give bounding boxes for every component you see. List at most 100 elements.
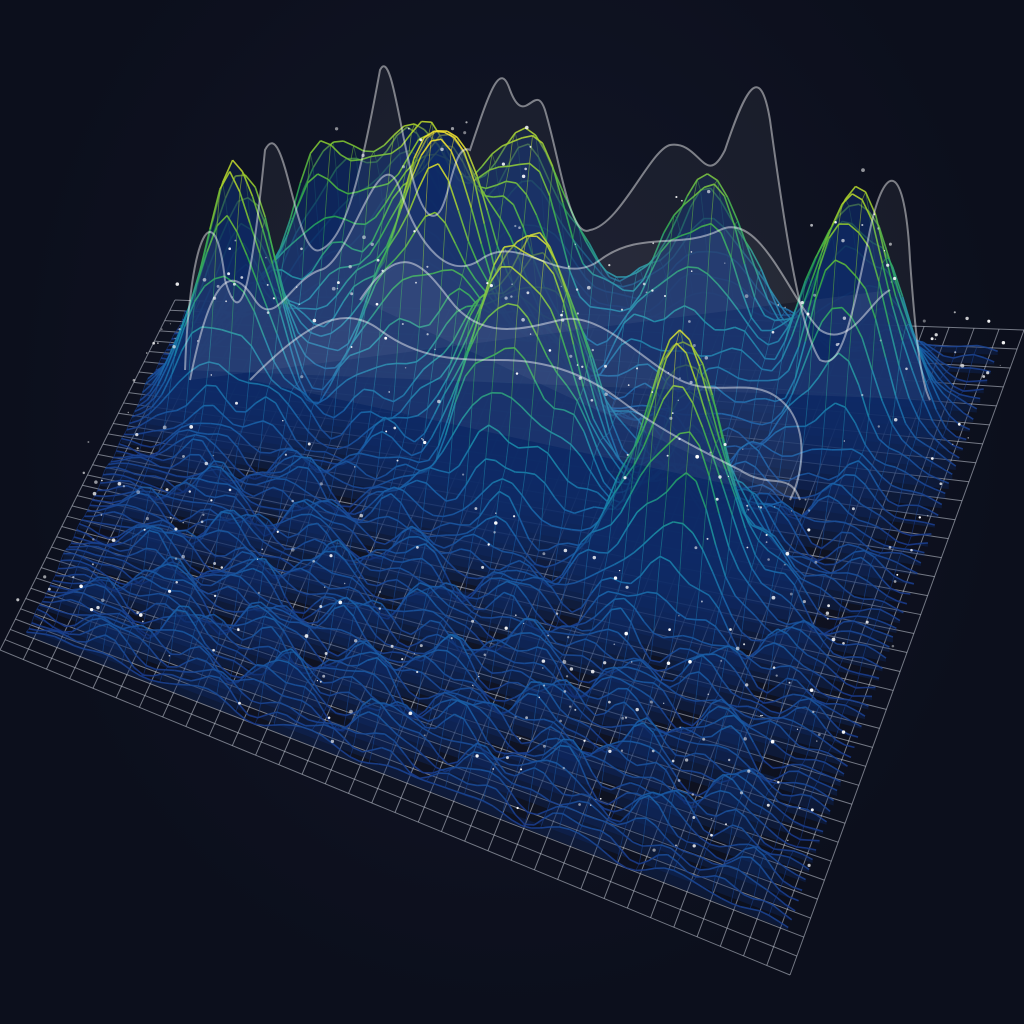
grid-line (650, 324, 875, 918)
mesh-segment (605, 291, 609, 306)
mesh-segment (638, 310, 650, 313)
mesh-segment (760, 268, 773, 294)
mesh-segment (503, 226, 515, 234)
mesh-segment (392, 560, 403, 563)
mesh-segment (408, 133, 412, 157)
mesh-segment (636, 265, 648, 274)
mesh-segment (676, 218, 681, 232)
mesh-segment (723, 195, 736, 226)
mesh-segment (333, 142, 337, 169)
mesh-segment (429, 174, 442, 195)
mesh-segment (396, 135, 401, 154)
mesh-segment (578, 227, 583, 251)
mesh-segment (419, 158, 424, 194)
mesh-segment (918, 348, 931, 366)
mesh-segment (249, 297, 253, 305)
mesh-segment (268, 476, 279, 479)
mesh-segment (831, 329, 843, 336)
mesh-segment (312, 150, 324, 169)
mesh-segment (397, 156, 410, 175)
mesh-segment (922, 350, 934, 363)
mesh-segment (771, 320, 776, 331)
mesh-segment (195, 308, 206, 311)
mesh-segment (404, 123, 415, 127)
mesh-segment (357, 187, 369, 193)
mesh-segment (427, 535, 438, 538)
mesh-segment (353, 144, 365, 152)
mesh-segment (858, 288, 863, 323)
mesh-segment (925, 365, 938, 383)
mesh-segment (308, 232, 320, 246)
mesh-segment (534, 224, 545, 230)
mesh-segment (315, 184, 327, 203)
mesh-segment (412, 557, 423, 561)
mesh-segment (625, 294, 637, 300)
mesh-segment (196, 319, 201, 327)
mesh-segment (177, 475, 188, 478)
mesh-segment (307, 173, 319, 184)
mesh-segment (537, 156, 550, 181)
mesh-segment (524, 224, 535, 227)
mesh-segment (959, 393, 971, 398)
mesh-segment (872, 307, 883, 312)
mesh-segment (458, 283, 470, 292)
mesh-segment (804, 329, 816, 335)
mesh-segment (652, 232, 665, 258)
mesh-segment (366, 161, 377, 164)
mesh-segment (739, 285, 752, 297)
mesh-segment (784, 311, 796, 324)
mesh-segment (633, 272, 637, 292)
mesh-segment (481, 616, 492, 619)
mesh-segment (911, 533, 922, 537)
mesh-segment (483, 243, 495, 255)
mesh-segment (885, 329, 890, 346)
mesh-segment (557, 264, 569, 273)
mesh-segment (293, 292, 305, 299)
mesh-segment (428, 122, 432, 135)
mesh-segment (834, 245, 847, 257)
mesh-segment (561, 223, 573, 239)
mesh-segment (612, 282, 624, 291)
mesh-segment (848, 349, 859, 353)
mesh-segment (686, 617, 697, 621)
mesh-segment (520, 289, 531, 293)
mesh-segment (330, 144, 342, 156)
mesh-segment (276, 234, 289, 257)
mesh-segment (562, 202, 574, 240)
mesh-segment (977, 379, 988, 382)
mesh-segment (351, 232, 363, 245)
mesh-segment (861, 310, 874, 323)
mesh-segment (324, 277, 335, 281)
mesh-segment (360, 155, 372, 161)
mesh-segment (683, 195, 695, 206)
mesh-segment (851, 342, 856, 348)
mesh-segment (658, 290, 671, 305)
mesh-segment (357, 287, 369, 295)
mesh-segment (562, 625, 573, 628)
mesh-segment (393, 125, 405, 136)
mesh-segment (824, 339, 829, 348)
grid-line (20, 608, 818, 900)
mesh-segment (584, 277, 589, 296)
mesh-segment (397, 259, 409, 266)
mesh-segment (286, 206, 299, 235)
mesh-segment (567, 271, 572, 295)
mesh-segment (199, 312, 211, 321)
mesh-segment (420, 529, 431, 533)
grid-line (10, 628, 804, 938)
mesh-segment (181, 311, 186, 321)
mesh-segment (824, 520, 835, 523)
mesh-segment (418, 258, 430, 264)
mesh-segment (632, 278, 645, 292)
mesh-segment (343, 140, 354, 147)
mesh-segment (378, 163, 391, 178)
mesh-segment (723, 227, 728, 256)
mesh-segment (845, 473, 856, 477)
mesh-segment (875, 328, 887, 335)
grid-line (87, 474, 908, 653)
mesh-segment (374, 235, 386, 252)
mesh-segment (907, 535, 912, 546)
mesh-segment (497, 164, 509, 186)
mesh-segment (956, 378, 968, 383)
